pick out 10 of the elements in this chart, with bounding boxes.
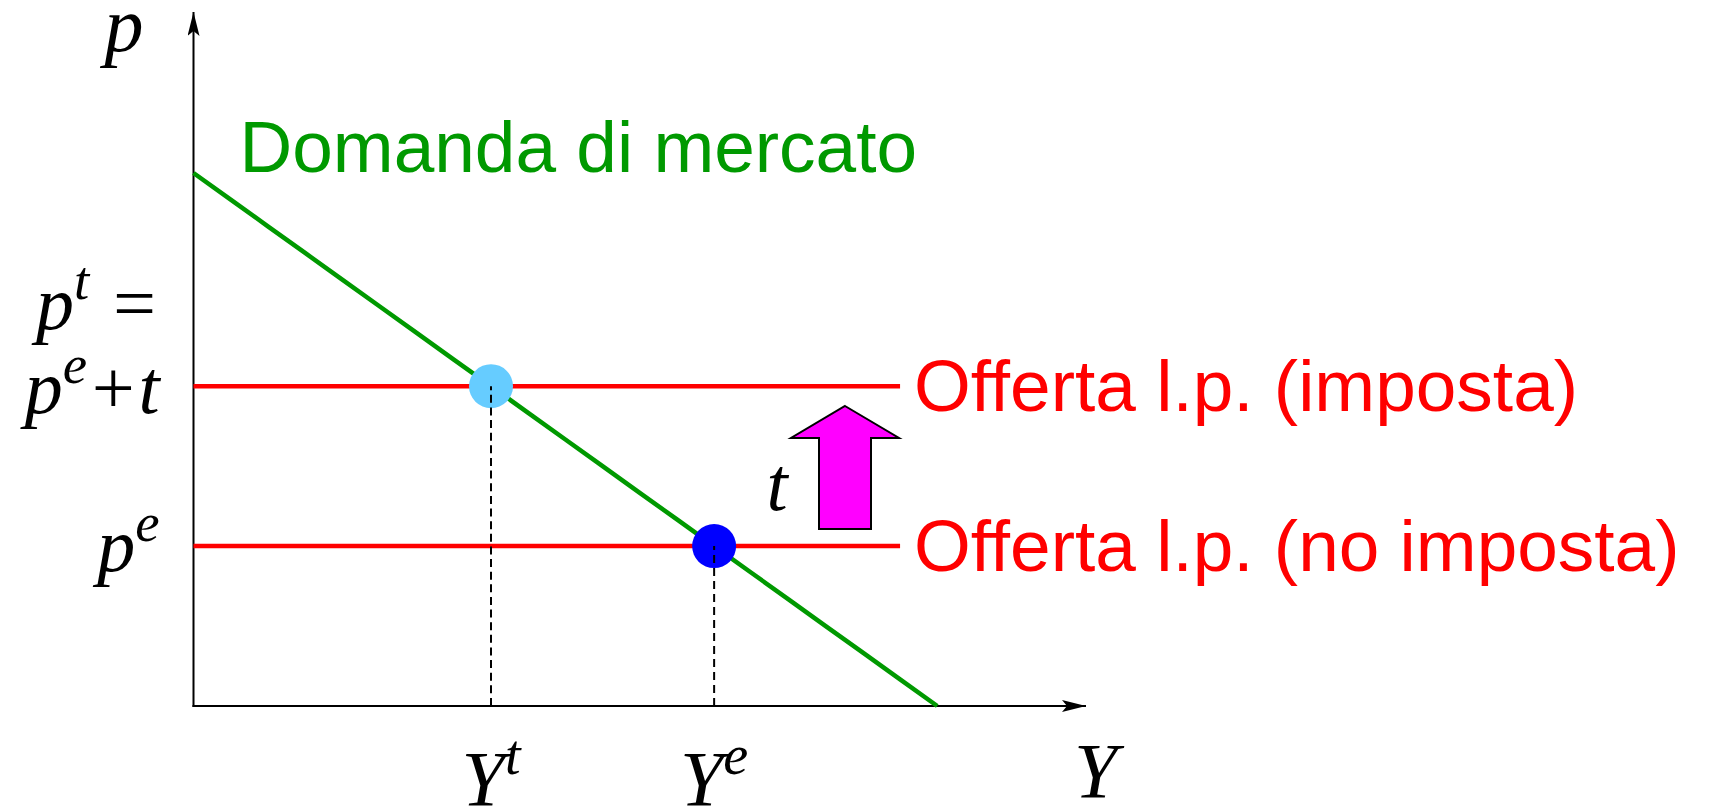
series-label: Offerta l.p. (imposta) — [914, 345, 1579, 427]
x-axis-title: Y — [1074, 727, 1125, 812]
x-tick-label: Y$^{t}$ — [461, 724, 522, 812]
annotation: t — [766, 442, 790, 526]
text: p$^{e}$ — [92, 491, 160, 587]
series-label: Offerta l.p. (no imposta) — [914, 505, 1680, 587]
y-axis-title: p — [99, 0, 144, 68]
series-label: Domanda di mercato — [239, 106, 918, 187]
text: p$^{t}$ = p$^{e}$+t — [19, 249, 162, 429]
x-tick-label: Y$^{e}$ — [679, 724, 749, 812]
